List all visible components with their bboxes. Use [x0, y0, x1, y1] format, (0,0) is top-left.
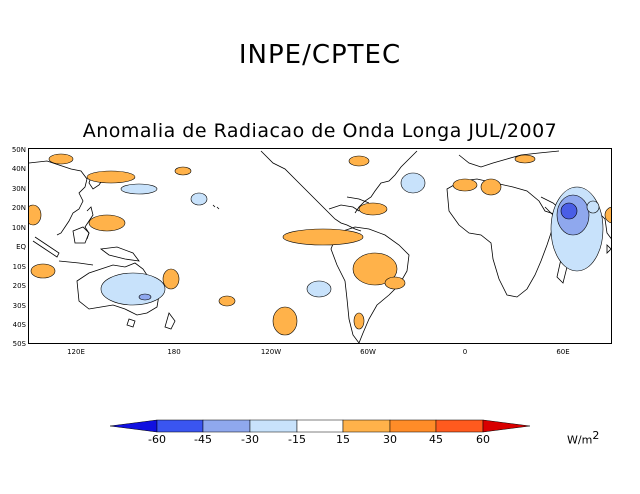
legend-label-neg30: -30 — [241, 433, 259, 446]
coastline-europe — [458, 150, 560, 168]
legend-label-45: 45 — [429, 433, 443, 446]
anomaly-argentina — [353, 312, 365, 330]
coastline-new-guinea — [99, 246, 140, 262]
coastline-java — [58, 260, 94, 266]
lat-label-10n: 10N — [11, 224, 26, 232]
anomaly-india — [604, 206, 611, 224]
legend-swatch-6 — [389, 419, 437, 433]
coastlines — [29, 150, 611, 343]
anomaly-south-pacific-2 — [272, 306, 298, 336]
lon-label-120e: 120E — [67, 348, 85, 356]
lat-label-eq: EQ — [16, 243, 26, 251]
lat-label-50n: 50N — [11, 146, 26, 154]
anomaly-indian-ocean-dark — [560, 202, 578, 220]
anomaly-east-pacific-eq — [282, 228, 364, 246]
anomaly-brazil — [352, 252, 398, 286]
legend-label-neg15: -15 — [288, 433, 306, 446]
lat-label-20s: 20S — [12, 282, 26, 290]
anomaly-nw-pacific — [174, 166, 192, 176]
lat-label-30s: 30S — [12, 302, 26, 310]
color-legend — [110, 419, 530, 433]
anomaly-south-atlantic — [384, 276, 406, 290]
coastline-tasmania — [126, 318, 136, 328]
coastline-new-zealand — [164, 312, 176, 330]
lat-label-30n: 30N — [11, 185, 26, 193]
lon-label-180: 180 — [167, 348, 181, 356]
anomaly-coral-sea — [162, 268, 180, 290]
coastline-australia — [76, 262, 160, 316]
legend-label-neg45: -45 — [194, 433, 212, 446]
legend-label-30: 30 — [383, 433, 397, 446]
coastline-borneo — [72, 226, 90, 244]
coastline-north-america — [260, 150, 362, 232]
legend-swatch-0 — [110, 419, 158, 433]
lon-label-60w: 60W — [360, 348, 376, 356]
organization-title: INPE/CPTEC — [238, 40, 402, 70]
anomaly-n-atlantic — [348, 155, 370, 167]
coastline-gulf-mexico — [328, 204, 360, 212]
coastline-africa — [446, 178, 558, 298]
anomaly-australia-blue — [100, 272, 166, 306]
lon-label-60e: 60E — [556, 348, 570, 356]
lat-label-20n: 20N — [11, 204, 26, 212]
anomaly-med — [514, 154, 536, 164]
units-exponent: 2 — [592, 429, 600, 442]
positive-anomaly-areas — [29, 153, 611, 336]
coastline-sri-lanka — [606, 244, 611, 254]
anomaly-caribbean — [358, 202, 388, 216]
legend-swatch-1 — [156, 419, 204, 433]
anomaly-south-pacific-1 — [218, 295, 236, 307]
anomaly-west-pacific-1 — [48, 153, 74, 165]
coastline-south-america — [330, 226, 410, 343]
anomaly-west-africa — [452, 178, 478, 192]
lat-label-40s: 40S — [12, 321, 26, 329]
legend-swatch-7 — [435, 419, 484, 433]
legend-label-neg60: -60 — [148, 433, 166, 446]
anomaly-arabia-blue — [586, 200, 600, 214]
legend-label-60: 60 — [476, 433, 490, 446]
coastline-north-america-east — [354, 150, 418, 214]
lon-label-0: 0 — [462, 348, 468, 356]
legend-swatch-2 — [202, 419, 251, 433]
units-label: W/m2 — [567, 429, 599, 447]
anomaly-pacific-blue-small — [306, 280, 332, 298]
coastline-cuba — [346, 196, 370, 204]
coastline-hawaii — [212, 204, 220, 210]
units-text: W/m — [567, 433, 593, 447]
map-title: Anomalia de Radiacao de Onda Longa JUL/2… — [82, 120, 558, 142]
coastline-east-asia — [29, 160, 88, 236]
anomaly-arabian-sea — [29, 204, 42, 226]
legend-swatch-3 — [249, 419, 298, 433]
anomaly-japan — [86, 170, 136, 184]
anomaly-w-pacific-blue — [190, 192, 208, 206]
legend-swatch-5 — [342, 419, 391, 433]
anomaly-n-atlantic-blue — [400, 172, 426, 194]
anomaly-sahara — [480, 178, 502, 196]
legend-swatch-4 — [296, 419, 344, 433]
lon-label-120w: 120W — [260, 348, 282, 356]
negative-anomaly-areas — [100, 172, 604, 306]
map-panel — [28, 148, 612, 344]
coastline-sumatra — [32, 236, 60, 258]
world-map — [29, 150, 611, 343]
lat-label-50s: 50S — [12, 340, 26, 348]
anomaly-sumatra — [30, 263, 56, 279]
legend-label-15: 15 — [336, 433, 350, 446]
lat-label-40n: 40N — [11, 165, 26, 173]
anomaly-n-pacific-blue — [120, 183, 158, 195]
legend-swatch-8 — [482, 419, 530, 433]
anomaly-philippine-sea — [88, 214, 126, 232]
lat-label-10s: 10S — [12, 263, 26, 271]
anomaly-australia-blue-core — [138, 293, 152, 301]
